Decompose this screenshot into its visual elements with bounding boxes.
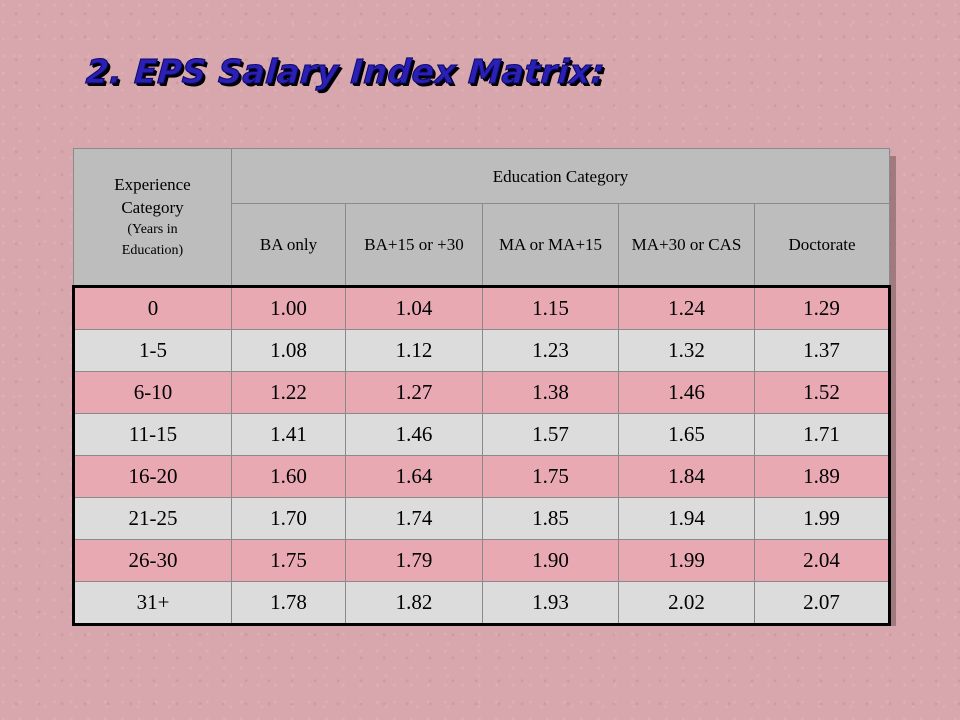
experience-range-cell: 26-30 [72, 539, 232, 582]
experience-category-header: Experience Category (Years in Education) [73, 148, 232, 287]
index-value-cell: 1.99 [618, 539, 755, 582]
index-value-cell: 1.37 [753, 329, 892, 372]
index-value-cell: 1.71 [753, 413, 892, 456]
table-row: 6-10 1.22 1.27 1.38 1.46 1.52 [72, 371, 892, 414]
index-value-cell: 1.85 [482, 497, 619, 540]
table-row: 11-15 1.41 1.46 1.57 1.65 1.71 [72, 413, 892, 456]
table-row: 1-5 1.08 1.12 1.23 1.32 1.37 [72, 329, 892, 372]
salary-index-table: Experience Category (Years in Education)… [72, 148, 892, 626]
index-value-cell: 1.93 [482, 581, 619, 626]
column-header: MA or MA+15 [482, 203, 619, 287]
experience-header-line1: Experience [114, 175, 191, 194]
index-value-cell: 1.78 [231, 581, 346, 626]
index-value-cell: 1.94 [618, 497, 755, 540]
slide-title: 2. EPS Salary Index Matrix: [84, 52, 607, 92]
experience-range-cell: 1-5 [72, 329, 232, 372]
index-value-cell: 1.04 [345, 285, 483, 330]
index-value-cell: 1.74 [345, 497, 483, 540]
table-row: 16-20 1.60 1.64 1.75 1.84 1.89 [72, 455, 892, 498]
index-value-cell: 1.90 [482, 539, 619, 582]
index-value-cell: 1.32 [618, 329, 755, 372]
experience-range-cell: 6-10 [72, 371, 232, 414]
experience-header-line2: Category [121, 198, 184, 217]
index-value-cell: 1.60 [231, 455, 346, 498]
matrix-body: 0 1.00 1.04 1.15 1.24 1.29 1-5 1.08 1.12 1.23 1.32… [72, 285, 892, 626]
index-value-cell: 1.82 [345, 581, 483, 626]
index-value-cell: 1.65 [618, 413, 755, 456]
index-value-cell: 2.04 [753, 539, 892, 582]
index-value-cell: 1.99 [753, 497, 892, 540]
index-value-cell: 1.22 [231, 371, 346, 414]
index-value-cell: 1.64 [345, 455, 483, 498]
index-value-cell: 2.02 [618, 581, 755, 626]
index-value-cell: 1.75 [231, 539, 346, 582]
index-value-cell: 1.57 [482, 413, 619, 456]
index-value-cell: 1.46 [345, 413, 483, 456]
education-category-header: Education Category [230, 148, 891, 204]
index-value-cell: 1.08 [231, 329, 346, 372]
index-value-cell: 1.41 [231, 413, 346, 456]
table-row: 31+ 1.78 1.82 1.93 2.02 2.07 [72, 581, 892, 626]
table-row: 0 1.00 1.04 1.15 1.24 1.29 [72, 285, 892, 330]
index-value-cell: 1.52 [753, 371, 892, 414]
experience-range-cell: 31+ [72, 581, 232, 626]
index-value-cell: 1.12 [345, 329, 483, 372]
index-value-cell: 1.46 [618, 371, 755, 414]
index-value-cell: 2.07 [753, 581, 892, 626]
index-value-cell: 1.84 [618, 455, 755, 498]
index-value-cell: 1.29 [753, 285, 892, 330]
experience-header-sub2: Education) [121, 243, 184, 258]
experience-range-cell: 11-15 [72, 413, 232, 456]
experience-header-sub1: (Years in [127, 222, 178, 237]
index-value-cell: 1.23 [482, 329, 619, 372]
table-row: 21-25 1.70 1.74 1.85 1.94 1.99 [72, 497, 892, 540]
index-value-cell: 1.70 [231, 497, 346, 540]
column-header: BA+15 or +30 [345, 203, 483, 287]
column-header: Doctorate [753, 203, 891, 287]
index-value-cell: 1.75 [482, 455, 619, 498]
experience-range-cell: 21-25 [72, 497, 232, 540]
index-value-cell: 1.89 [753, 455, 892, 498]
index-value-cell: 1.00 [231, 285, 346, 330]
index-value-cell: 1.24 [618, 285, 755, 330]
index-value-cell: 1.15 [482, 285, 619, 330]
table-row: 26-30 1.75 1.79 1.90 1.99 2.04 [72, 539, 892, 582]
index-value-cell: 1.38 [482, 371, 619, 414]
experience-range-cell: 0 [72, 285, 232, 330]
experience-range-cell: 16-20 [72, 455, 232, 498]
column-header: BA only [231, 203, 346, 287]
index-value-cell: 1.79 [345, 539, 483, 582]
index-value-cell: 1.27 [345, 371, 483, 414]
column-header-row: BA only BA+15 or +30 MA or MA+15 MA+30 or C… [74, 203, 891, 287]
column-header: MA+30 or CAS [618, 203, 755, 287]
